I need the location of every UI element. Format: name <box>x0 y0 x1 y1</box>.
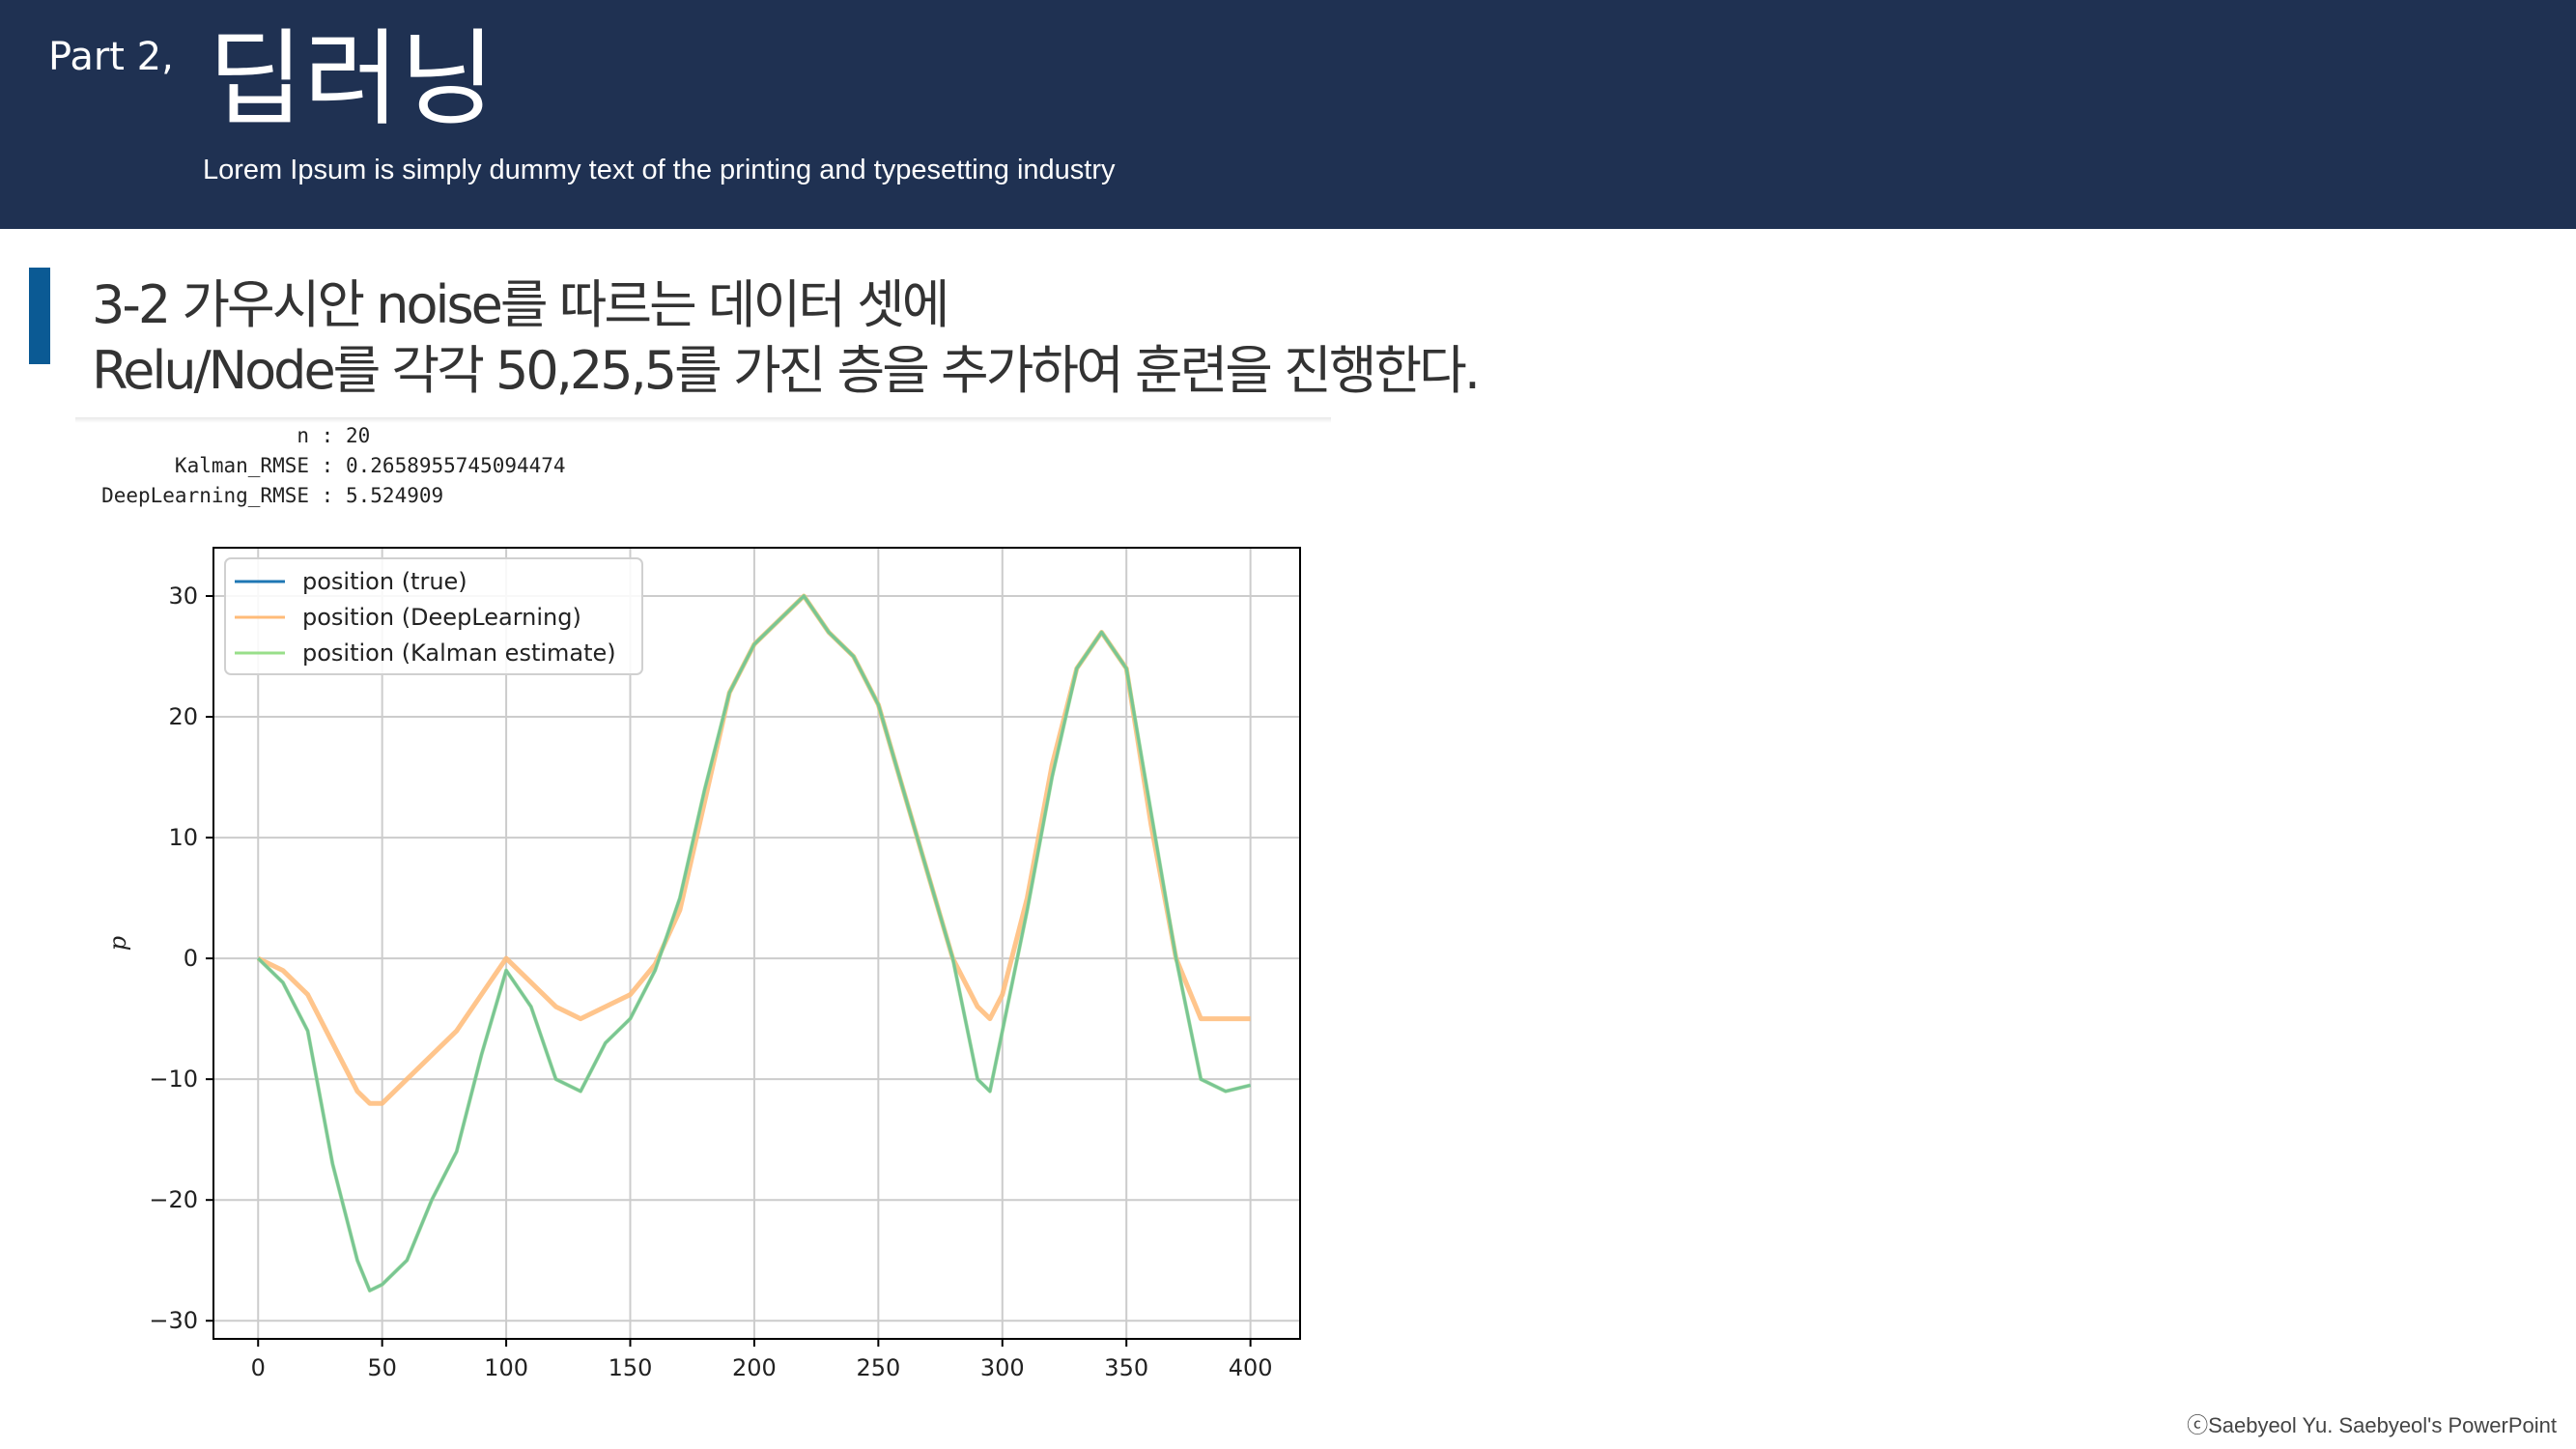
stat-separator: : <box>321 424 334 447</box>
y-axis-label: p <box>104 936 131 951</box>
header-banner: Part 2, 딥러닝 Lorem Ipsum is simply dummy … <box>0 0 2576 229</box>
stat-row-n: n:20 <box>87 421 566 451</box>
heading-line-1: 3-2 가우시안 noise를 따르는 데이터 셋에 <box>92 274 949 335</box>
x-tick-label: 100 <box>484 1354 528 1381</box>
axes-frame <box>212 547 1301 1340</box>
series-line <box>256 594 1252 1293</box>
stat-label: DeepLearning_RMSE <box>101 484 309 507</box>
y-tick-label: −10 <box>149 1065 198 1093</box>
y-tick-label: 20 <box>168 703 198 730</box>
x-tick-label: 300 <box>980 1354 1025 1381</box>
y-tick-label: −20 <box>149 1186 198 1213</box>
x-tick-label: 250 <box>856 1354 900 1381</box>
heading-line-2: Relu/Node를 각각 50,25,5를 가진 층을 추가하여 훈련을 진행… <box>92 340 1481 401</box>
stat-row-deeplearning: DeepLearning_RMSE:5.524909 <box>87 481 566 511</box>
page-subtitle: Lorem Ipsum is simply dummy text of the … <box>203 155 1116 185</box>
heading-accent-bar <box>29 268 50 364</box>
legend-box <box>224 557 643 675</box>
section-heading: 3-2 가우시안 noise를 따르는 데이터 셋에 Relu/Node를 각각… <box>92 272 1481 404</box>
y-tick-label: −30 <box>149 1307 198 1334</box>
x-tick-label: 350 <box>1104 1354 1148 1381</box>
page-title: 딥러닝 <box>208 19 496 140</box>
legend-label: position (true) <box>302 568 467 595</box>
x-tick-label: 50 <box>367 1354 397 1381</box>
stat-label: n <box>297 424 309 447</box>
divider-shadow <box>75 417 1331 423</box>
stat-value: 0.2658955745094474 <box>346 454 566 477</box>
x-tick-label: 200 <box>732 1354 777 1381</box>
stats-block: n:20 Kalman_RMSE:0.2658955745094474 Deep… <box>87 421 566 511</box>
legend-label: position (Kalman estimate) <box>302 639 616 667</box>
stat-value: 20 <box>346 424 371 447</box>
x-tick-label: 400 <box>1229 1354 1273 1381</box>
stat-separator: : <box>321 484 334 507</box>
legend-label: position (DeepLearning) <box>302 604 581 631</box>
copyright-footer: ⓒSaebyeol Yu. Saebyeol's PowerPoint <box>2187 1413 2557 1437</box>
y-tick-label: 0 <box>184 945 198 972</box>
y-tick-label: 30 <box>168 582 198 610</box>
y-tick-label: 10 <box>168 824 198 851</box>
stat-row-kalman: Kalman_RMSE:0.2658955745094474 <box>87 451 566 481</box>
stat-separator: : <box>321 454 334 477</box>
stat-value: 5.524909 <box>346 484 444 507</box>
x-tick-label: 150 <box>609 1354 653 1381</box>
plot-area <box>213 548 1300 1339</box>
x-tick-label: 0 <box>251 1354 266 1381</box>
stat-label: Kalman_RMSE <box>174 454 309 477</box>
part-label: Part 2, <box>48 35 174 79</box>
